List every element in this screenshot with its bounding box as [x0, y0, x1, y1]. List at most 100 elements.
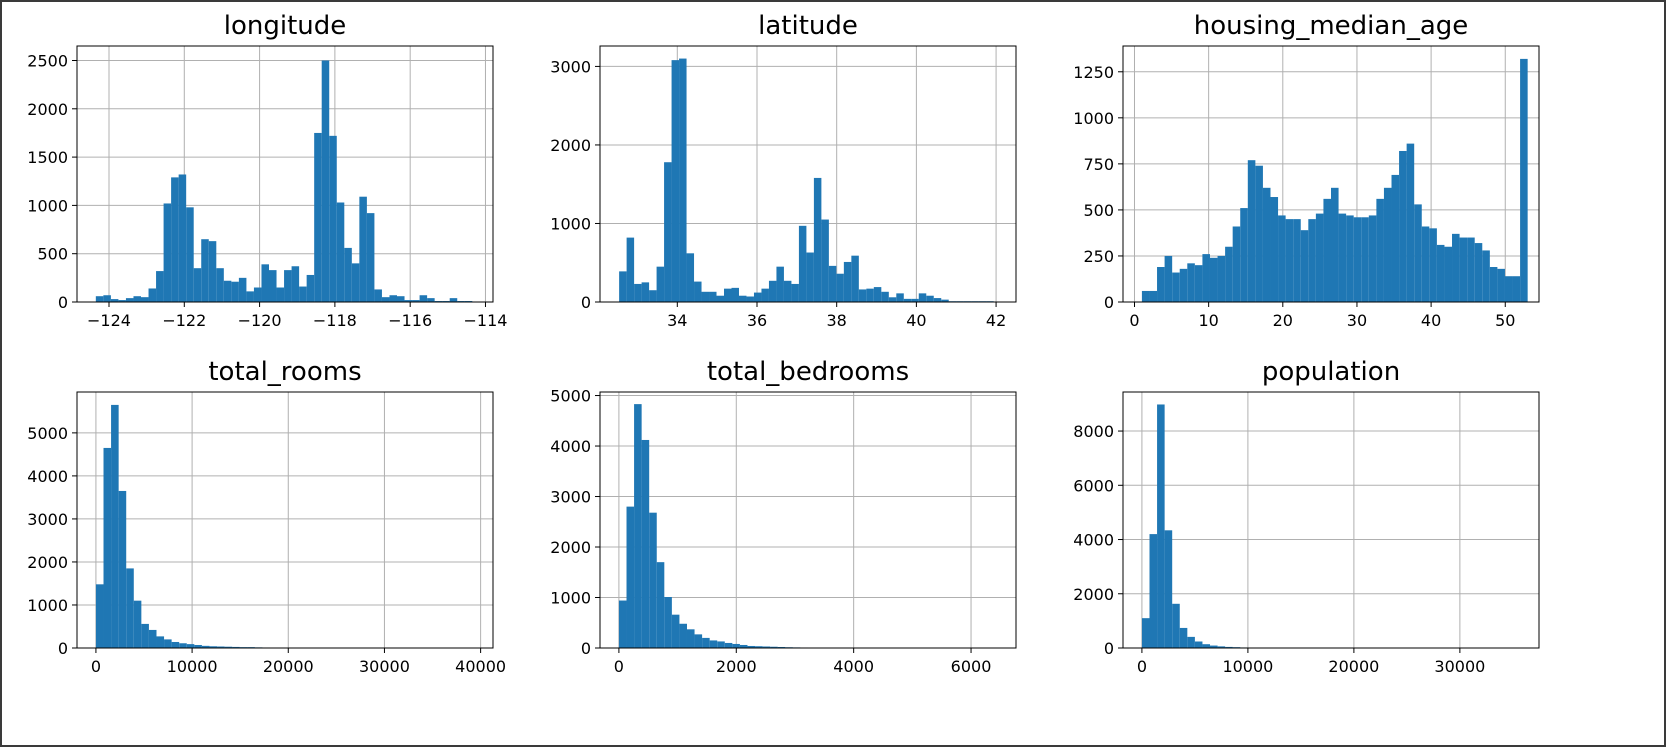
- subplot-total-rooms: 0 10000 20000 30000 40000 0 1000 2000 3000 4000 50…: [27, 357, 506, 676]
- histogram-bar: [1202, 254, 1210, 302]
- y-tick-label: 8000: [1073, 422, 1114, 441]
- y-tick-label: 1000: [27, 596, 68, 615]
- histogram-bar: [836, 273, 844, 302]
- subplot-title: latitude: [758, 11, 858, 41]
- y-tick-label: 5000: [550, 387, 591, 406]
- histogram-bar: [649, 290, 657, 302]
- subplot-population: 0 10000 20000 30000 0 2000 4000 6000 8000 populat…: [1073, 357, 1540, 676]
- x-tick-label: 40: [906, 311, 926, 330]
- histogram-bar: [1452, 233, 1460, 302]
- histogram-bar: [806, 252, 814, 302]
- y-tick-label: 0: [581, 293, 591, 312]
- y-tick-label: 2500: [27, 51, 68, 70]
- histogram-bar: [141, 623, 149, 648]
- histogram-bar: [626, 237, 635, 302]
- histogram-bar: [911, 298, 919, 302]
- histogram-bar: [1157, 404, 1165, 648]
- histogram-bar: [238, 277, 247, 302]
- histogram-bar: [95, 296, 104, 302]
- histogram-bar: [679, 623, 687, 648]
- histogram-bar: [1467, 237, 1475, 302]
- histogram-bar: [702, 637, 710, 648]
- histogram-bar: [1210, 645, 1218, 648]
- histogram-bar: [374, 289, 382, 302]
- histogram-bar: [768, 280, 777, 302]
- histogram-bar: [164, 639, 172, 648]
- y-tick-label: 250: [1083, 247, 1114, 266]
- histogram-bar: [798, 225, 807, 302]
- histogram-bar: [656, 562, 665, 648]
- histogram-bar: [762, 646, 771, 648]
- histogram-bar: [1399, 150, 1407, 302]
- axes-frame: [76, 45, 494, 303]
- x-tick-label: 10: [1198, 311, 1218, 330]
- histogram-bar: [216, 268, 224, 302]
- x-tick-label: 30: [1347, 311, 1367, 330]
- histogram-bar: [724, 288, 732, 302]
- histogram-bar: [261, 264, 269, 302]
- histogram-bar: [1429, 228, 1437, 302]
- histogram-bar: [1444, 246, 1453, 302]
- histogram-bar: [1202, 644, 1211, 648]
- histogram-bar: [397, 296, 405, 302]
- histogram-bar: [201, 645, 210, 648]
- histogram-bar: [351, 263, 360, 302]
- histogram-bar: [321, 60, 330, 302]
- histogram-bar: [179, 643, 187, 648]
- histogram-bar: [843, 261, 852, 302]
- histogram-bar: [171, 641, 180, 648]
- x-tick-label: 0: [1137, 657, 1147, 676]
- y-tick-label: 5000: [27, 424, 68, 443]
- histogram-bar: [761, 288, 769, 302]
- y-tick-label: 3000: [550, 57, 591, 76]
- histogram-bar: [412, 300, 420, 302]
- histogram-bar: [1247, 160, 1256, 302]
- x-tick-label: 10000: [167, 657, 218, 676]
- x-tick-label: 34: [667, 311, 687, 330]
- histogram-bar: [791, 283, 799, 302]
- histogram-bar: [671, 60, 680, 303]
- y-tick-label: 1000: [550, 214, 591, 233]
- histogram-bar: [1141, 290, 1150, 302]
- axes-frame: [1122, 45, 1540, 303]
- y-tick-label: 3000: [27, 510, 68, 529]
- histogram-bar: [1141, 618, 1150, 648]
- histogram-bar: [1436, 244, 1445, 302]
- histogram-bar: [941, 299, 949, 302]
- histogram-bar: [709, 291, 717, 302]
- x-tick-label: 30000: [359, 657, 410, 676]
- histogram-bar: [156, 636, 165, 648]
- histogram-bar: [1293, 219, 1301, 302]
- y-tick-label: 1250: [1073, 63, 1114, 82]
- histogram-bar: [284, 270, 292, 302]
- histogram-bar: [873, 287, 882, 302]
- histogram-bar: [656, 266, 665, 302]
- y-tick-label: 0: [1104, 639, 1114, 658]
- histogram-bar: [747, 645, 756, 648]
- histogram-bar: [186, 207, 194, 302]
- histogram-bar: [1383, 187, 1392, 302]
- histogram-bar: [664, 597, 672, 648]
- x-tick-label: −120: [238, 311, 282, 330]
- histogram-bar: [178, 174, 187, 302]
- histogram-bar: [1187, 263, 1195, 302]
- histogram-bar: [1278, 215, 1286, 302]
- x-tick-label: 36: [747, 311, 767, 330]
- subplot-title: housing_median_age: [1194, 11, 1469, 41]
- histogram-bar: [125, 298, 134, 302]
- y-tick-label: 2000: [1073, 585, 1114, 604]
- histogram-bar: [1262, 187, 1271, 302]
- histogram-bar: [404, 300, 413, 302]
- histogram-bar: [1255, 165, 1263, 302]
- histogram-bar: [449, 298, 458, 302]
- histogram-bar: [186, 644, 195, 648]
- x-tick-label: 2000: [716, 657, 757, 676]
- x-tick-label: −124: [87, 311, 131, 330]
- histogram-bar: [851, 255, 859, 302]
- histogram-bar: [1520, 58, 1528, 302]
- histogram-bar: [344, 247, 352, 302]
- x-tick-label: 4000: [833, 657, 874, 676]
- histogram-bar: [381, 297, 390, 302]
- histogram-bar: [1368, 215, 1377, 302]
